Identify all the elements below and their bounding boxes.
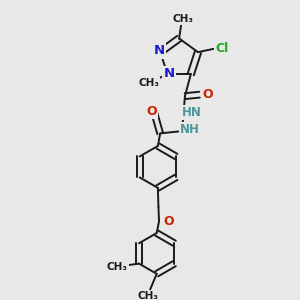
Text: O: O [163, 215, 174, 228]
Text: O: O [147, 105, 157, 119]
Text: N: N [154, 44, 165, 58]
Text: CH₃: CH₃ [138, 78, 159, 88]
Text: O: O [202, 88, 213, 100]
Text: CH₃: CH₃ [107, 262, 128, 272]
Text: N: N [164, 67, 175, 80]
Text: HN: HN [182, 106, 202, 119]
Text: CH₃: CH₃ [173, 14, 194, 24]
Text: NH: NH [180, 123, 200, 136]
Text: CH₃: CH₃ [137, 291, 158, 300]
Text: Cl: Cl [215, 42, 228, 55]
